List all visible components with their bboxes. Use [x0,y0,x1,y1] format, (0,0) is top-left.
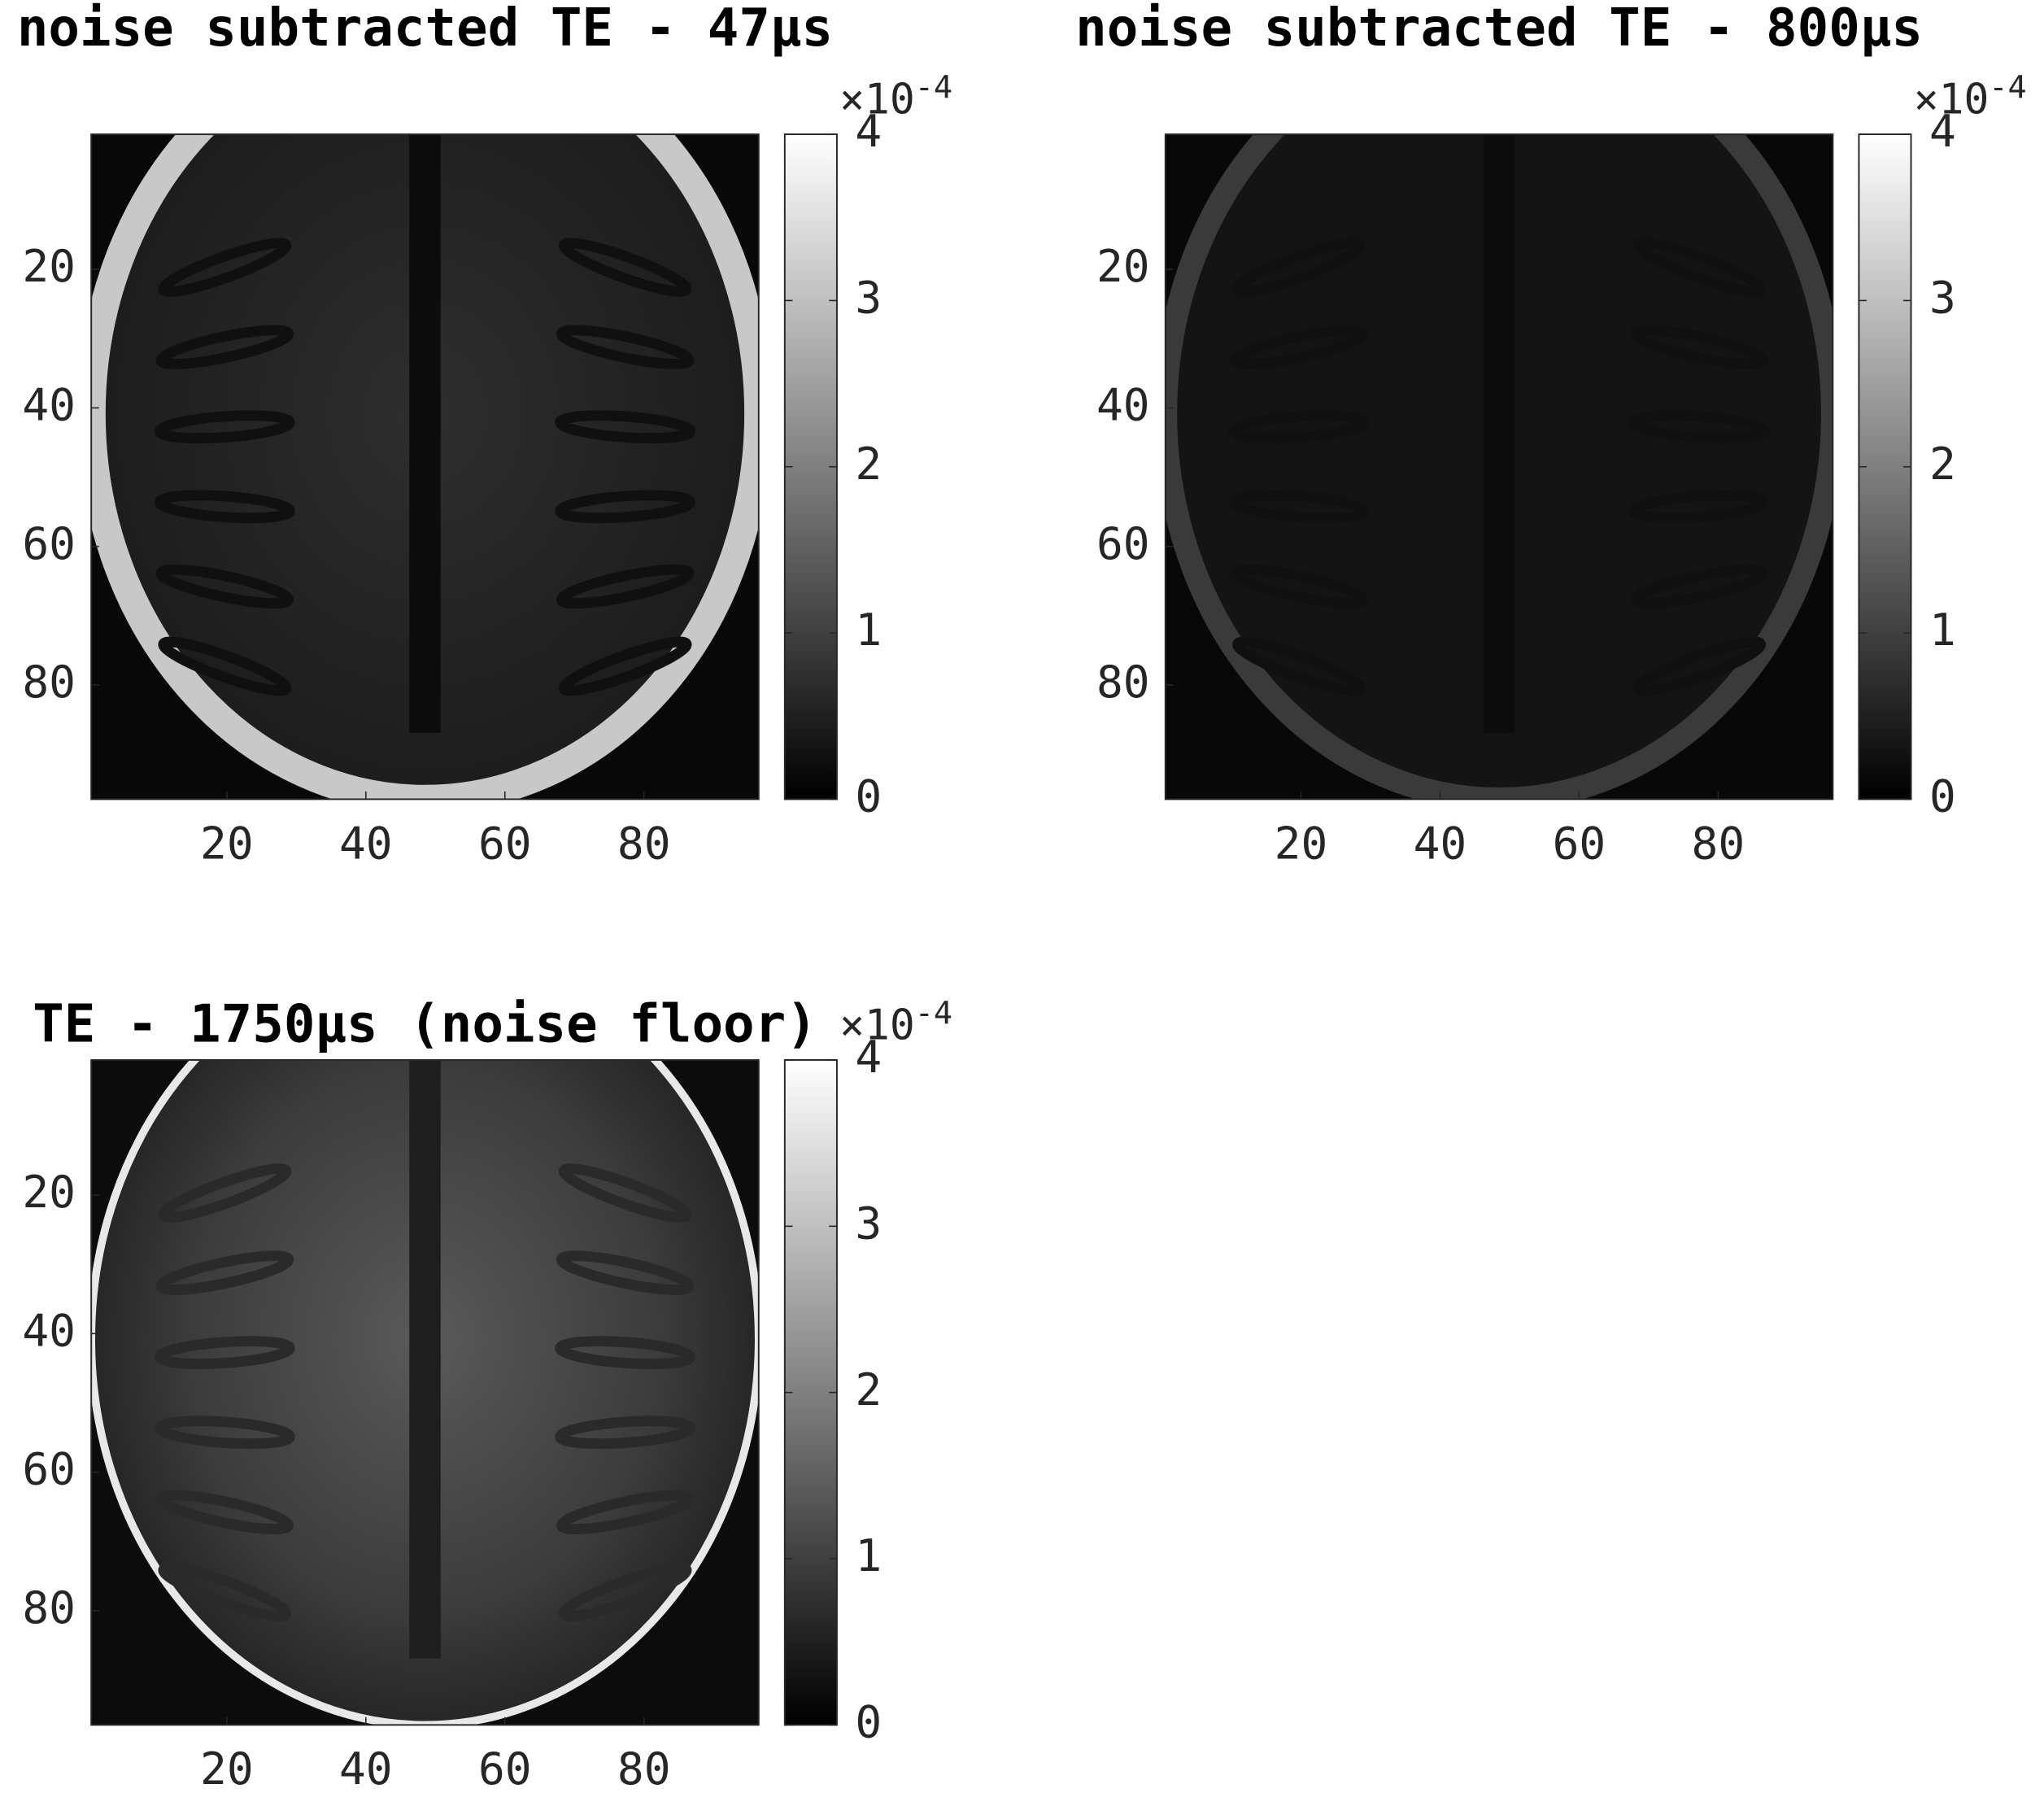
image [91,134,759,800]
x-tick-label: 20 [1275,817,1328,869]
structure [155,1490,294,1535]
y-tick-label: 60 [22,1443,76,1495]
structure [556,325,695,369]
colorbar-exponent-power: -4 [915,995,952,1032]
structure [155,564,294,609]
structure [154,1416,295,1450]
image [1165,134,1833,800]
colorbar-multiplier: ×10 [839,1001,915,1049]
structure [155,325,294,369]
colorbar-tick-label: 3 [1929,272,1956,324]
structure [555,410,695,444]
structure [154,410,295,444]
structure [558,1562,692,1622]
colorbar-tick-label: 4 [855,105,882,157]
structure [555,1416,695,1450]
x-tick-label: 80 [1692,817,1745,869]
structure [1228,410,1370,444]
axes-frame [1164,133,1834,801]
axes-frame [90,1059,760,1726]
y-tick-label: 80 [1096,656,1150,708]
x-tick-label: 80 [617,817,671,869]
structure [155,1250,294,1295]
structure [158,238,292,297]
structure [1230,325,1368,369]
y-tick-label: 80 [22,656,76,708]
midline [409,134,441,733]
chart-title: noise subtracted TE - 47µs [17,0,833,59]
axes-frame [90,133,760,801]
colorbar-exponent-power: -4 [1989,69,2026,106]
colorbar-tick-label: 4 [1929,105,1956,157]
structure [1630,325,1769,369]
midline [409,1059,441,1659]
midline [1483,134,1515,733]
structure [1632,238,1767,297]
structure [555,490,695,524]
colorbar-tick-label: 3 [855,1197,882,1249]
y-tick-label: 60 [1096,517,1150,569]
y-tick-label: 40 [22,379,76,431]
structure [158,1562,292,1622]
colorbar-multiplier: ×10 [1914,75,1990,124]
structure [158,636,292,696]
image [91,1059,759,1725]
structure [1628,490,1770,524]
x-tick-label: 20 [200,1743,254,1793]
y-tick-label: 20 [1096,240,1150,292]
colorbar-tick-label: 1 [855,1529,882,1581]
colorbar-tick-label: 1 [1929,604,1956,656]
structure [1630,564,1769,609]
colorbar-tick-label: 3 [855,272,882,324]
colorbar-exponent: ×10-4 [839,69,952,124]
colorbar-multiplier: ×10 [839,75,915,124]
structure [1228,490,1370,524]
structure [1632,636,1767,696]
y-tick-label: 60 [22,517,76,569]
y-tick-label: 80 [22,1581,76,1634]
colorbar-tick-label: 0 [855,1695,882,1747]
x-tick-label: 40 [339,1743,393,1793]
chart-title: TE - 1750µs (noise floor) [33,994,817,1054]
colorbar-tick-label: 1 [855,604,882,656]
structure [558,1163,692,1223]
structure [154,490,295,524]
structure [556,1490,695,1535]
colorbar-tick-label: 0 [855,770,882,822]
y-tick-label: 20 [22,1166,76,1218]
structure [556,564,695,609]
structure [1230,564,1368,609]
colorbar [783,1059,838,1726]
structure [1232,238,1366,297]
structure [154,1336,295,1369]
structure [158,1163,292,1223]
colorbar-tick-label: 2 [1929,438,1956,490]
x-tick-label: 60 [478,817,532,869]
x-tick-label: 40 [339,817,393,869]
colorbar-tick-label: 2 [855,438,882,490]
colorbar-tick-label: 0 [1929,770,1956,822]
y-tick-label: 40 [1096,379,1150,431]
colorbar [1858,133,1912,801]
colorbar-tick-label: 2 [855,1363,882,1416]
colorbar-exponent: ×10-4 [1914,69,2027,124]
structure [558,636,692,696]
y-tick-label: 20 [22,240,76,292]
x-tick-label: 80 [617,1743,671,1793]
structure [1232,636,1366,696]
structure [1628,410,1770,444]
chart-title: noise subtracted TE - 800µs [1075,0,1923,59]
y-tick-label: 40 [22,1304,76,1356]
structure [558,238,692,297]
x-tick-label: 60 [478,1743,532,1793]
x-tick-label: 20 [200,817,254,869]
colorbar-exponent-power: -4 [915,69,952,106]
structure [556,1250,695,1295]
structure [555,1336,695,1369]
x-tick-label: 40 [1414,817,1467,869]
colorbar-exponent: ×10-4 [839,995,952,1049]
x-tick-label: 60 [1553,817,1606,869]
colorbar-tick-label: 4 [855,1031,882,1083]
